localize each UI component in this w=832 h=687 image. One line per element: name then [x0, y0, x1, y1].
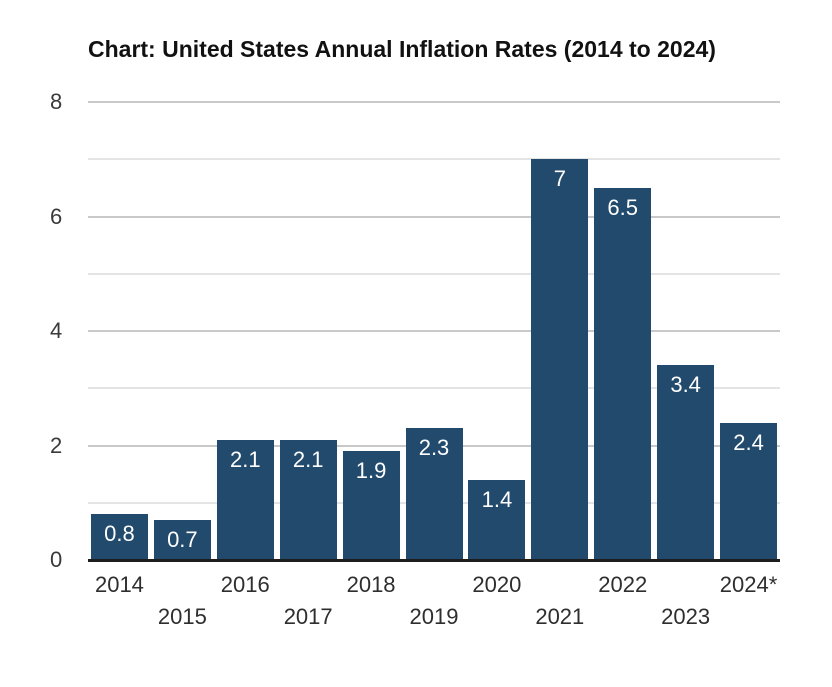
bar-value-label: 2.4	[733, 429, 764, 455]
bar	[405, 428, 463, 559]
bar	[342, 451, 400, 559]
bar-value-label: 0.7	[167, 526, 198, 552]
bar-value-label: 2.1	[229, 446, 261, 472]
x-tick-label: 2014	[94, 572, 144, 597]
gridline-minor	[88, 158, 780, 161]
chart-title: Chart: United States Annual Inflation Ra…	[88, 36, 716, 62]
gridline-minor	[88, 387, 780, 390]
x-tick-label: 2024*	[719, 572, 778, 597]
x-tick-label: 2020	[472, 572, 522, 597]
bar	[90, 514, 148, 559]
x-tick-label: 2015	[157, 604, 207, 629]
bar	[279, 439, 337, 559]
gridline-major	[88, 330, 780, 332]
x-axis-baseline	[88, 559, 780, 562]
x-tick-label: 2016	[220, 572, 270, 597]
gridline-minor	[88, 272, 780, 275]
bar	[594, 187, 652, 559]
bar-value-label: 6.5	[607, 194, 639, 220]
y-tick-label: 0	[50, 547, 63, 572]
bar-value-label: 0.8	[104, 521, 135, 547]
bar-value-label: 2.1	[292, 446, 324, 472]
y-tick-label: 2	[50, 432, 63, 458]
x-tick-label: 2023	[661, 604, 711, 629]
bar-value-label: 3.4	[670, 372, 701, 398]
y-tick-label: 6	[50, 203, 63, 229]
bar-value-label: 1.9	[355, 458, 387, 484]
bar-value-label: 2.3	[418, 435, 450, 461]
x-tick-label: 2018	[346, 572, 396, 597]
x-tick-label: 2022	[598, 572, 648, 597]
bar	[216, 439, 274, 559]
bar	[468, 479, 526, 559]
y-tick-label: 4	[50, 318, 63, 343]
x-tick-label: 2019	[409, 604, 459, 629]
bar	[720, 422, 778, 559]
x-tick-label: 2017	[283, 604, 333, 629]
bar-value-label: 1.4	[481, 486, 513, 512]
bar	[153, 519, 211, 559]
y-tick-label: 8	[50, 89, 63, 114]
bar-value-label: 7	[553, 166, 566, 192]
bar	[657, 365, 715, 559]
bar	[531, 159, 589, 559]
gridline-major	[88, 215, 780, 218]
gridline-major	[88, 101, 780, 103]
x-tick-label: 2021	[535, 604, 585, 629]
